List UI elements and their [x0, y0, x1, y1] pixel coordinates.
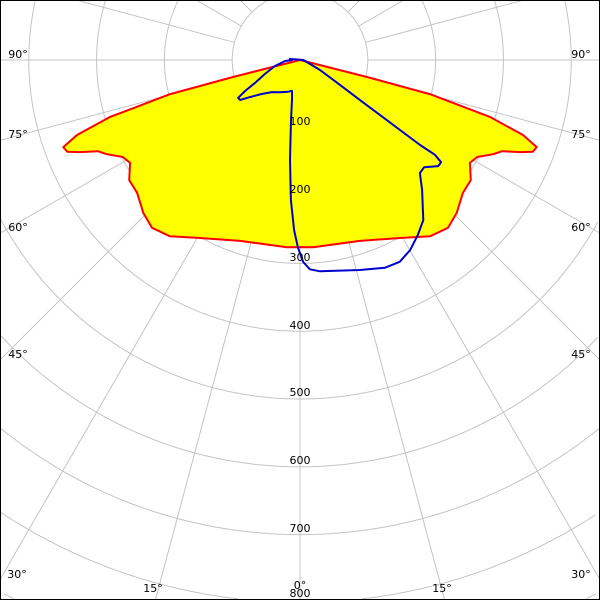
intensity-curve-red [62, 59, 538, 249]
curves [62, 58, 538, 273]
angle-label-right-15: 15° [432, 582, 452, 595]
grid-circle [28, 1, 572, 332]
grid-spoke [75, 0, 235, 43]
angle-label-right-75: 75° [571, 128, 591, 141]
grid-circle [0, 511, 596, 600]
angle-label-left-90: 90° [8, 48, 28, 61]
radial-tick-label: 300 [289, 251, 311, 264]
radial-tick-label: 100 [289, 115, 311, 128]
angle-label-zero: 0° [293, 579, 307, 592]
grid-circle [0, 218, 599, 400]
angle-label-left-60: 60° [8, 221, 28, 234]
grid-circle [0, 334, 598, 468]
grid-spoke [264, 0, 267, 2]
angle-label-right-90: 90° [571, 48, 591, 61]
radial-tick-label: 400 [289, 319, 311, 332]
angle-label-right-30: 30° [571, 568, 591, 581]
grid-spoke [358, 0, 405, 27]
grid-spoke [347, 0, 361, 13]
intensity-curve-blue [237, 58, 443, 273]
grid-circle [3, 593, 597, 600]
radial-tick-label: 800 [289, 587, 311, 600]
radial-tick-label: 600 [289, 454, 311, 467]
angle-label-left-75: 75° [8, 128, 28, 141]
radial-tick-label: 200 [289, 183, 311, 196]
grid-spoke [239, 0, 253, 13]
angle-label-right-45: 45° [571, 348, 591, 361]
angle-label-left-30: 30° [7, 568, 27, 581]
radial-tick-label: 500 [289, 386, 311, 399]
grid-spoke [365, 0, 525, 43]
grid-spoke [333, 0, 336, 2]
angle-label-right-60: 60° [571, 221, 591, 234]
grid-spoke [195, 0, 242, 27]
grid-circle [0, 428, 600, 536]
radial-tick-label: 700 [289, 522, 311, 535]
angle-label-left-15: 15° [143, 582, 163, 595]
angle-label-left-45: 45° [8, 348, 28, 361]
